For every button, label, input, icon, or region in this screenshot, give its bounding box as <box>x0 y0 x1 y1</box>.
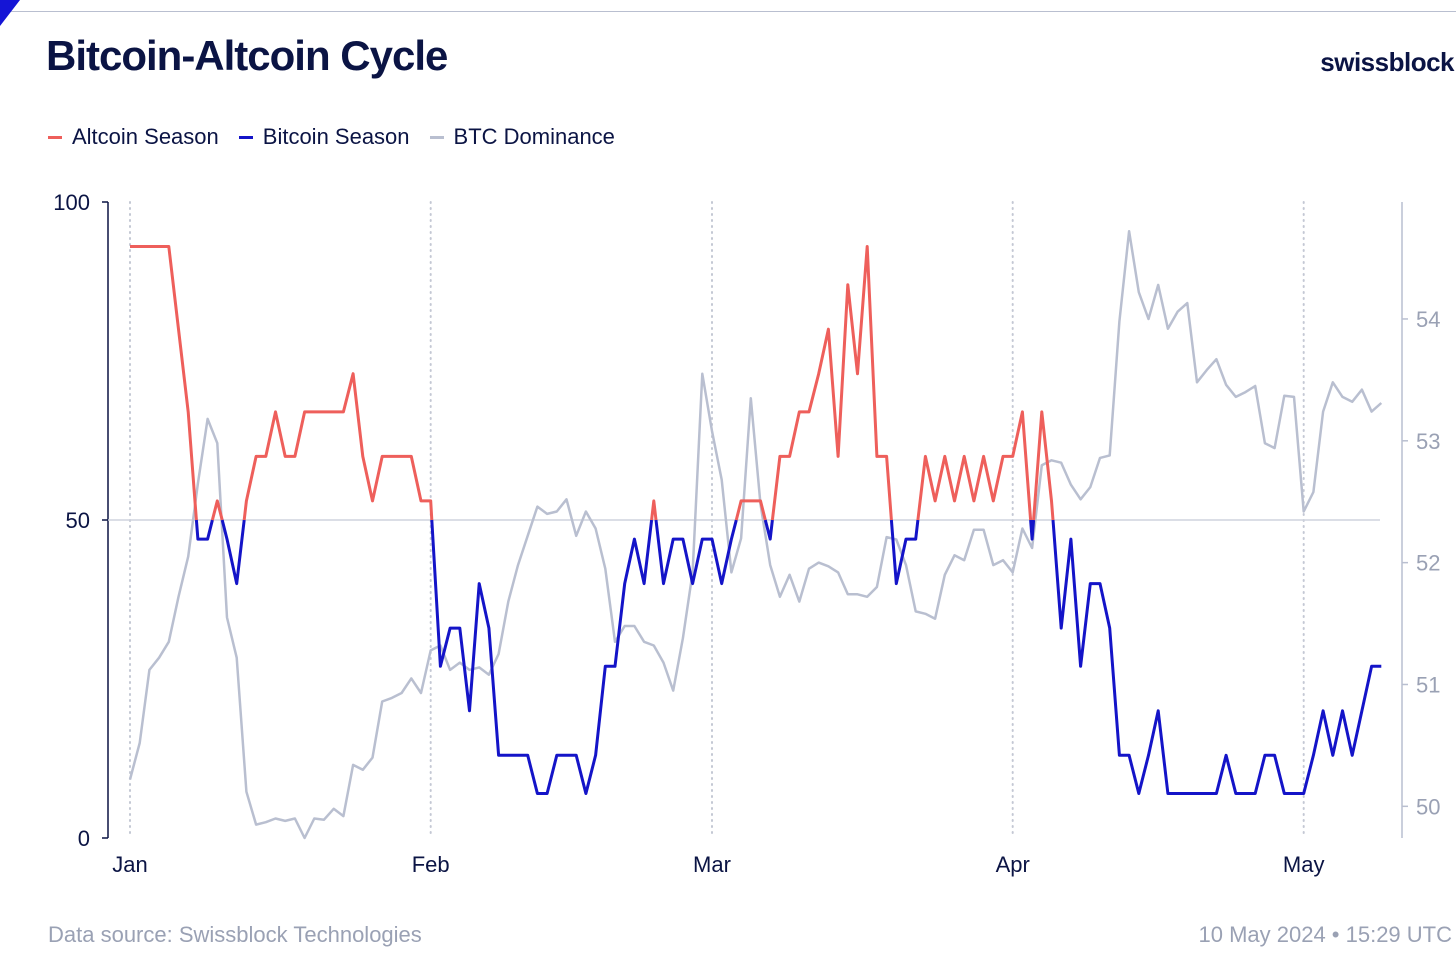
altcoin-season-segment <box>1032 410 1055 521</box>
dominance-series <box>128 229 1383 840</box>
legend-label-dominance: BTC Dominance <box>453 124 615 149</box>
axes <box>102 201 1408 839</box>
x-tick-label: Feb <box>412 852 450 877</box>
corner-accent <box>0 0 20 26</box>
altcoin-season-segment <box>770 245 893 521</box>
x-tick-label: Apr <box>996 852 1030 877</box>
bitcoin-season-segment <box>763 519 774 541</box>
legend-item-bitcoin: Bitcoin Season <box>238 124 410 150</box>
bitcoin-season-segment <box>889 519 920 586</box>
legend-swatch-dominance <box>429 135 444 139</box>
data-source-note: Data source: Swissblock Technologies <box>48 922 422 947</box>
right-tick-label: 51 <box>1416 672 1440 697</box>
bitcoin-season-segment <box>430 519 654 795</box>
legend-item-dominance: BTC Dominance <box>429 124 615 150</box>
legend-label-altcoin: Altcoin Season <box>72 124 219 149</box>
legend: Altcoin Season Bitcoin Season BTC Domina… <box>48 124 615 150</box>
left-tick-label: 100 <box>53 190 90 215</box>
chart-title: Bitcoin-Altcoin Cycle <box>46 32 448 79</box>
left-tick-label: 50 <box>66 508 90 533</box>
bitcoin-season-segment <box>1029 519 1036 541</box>
tick-labels: Jan Feb Mar Apr May 0 50 100 50 51 52 53 54 <box>53 190 1440 877</box>
bitcoin-season-segment <box>220 519 246 586</box>
right-tick-label: 54 <box>1416 307 1440 332</box>
bitcoin-season-segment <box>194 519 214 541</box>
altcoin-season-segment <box>734 499 767 521</box>
right-tick-label: 53 <box>1416 429 1440 454</box>
right-tick-label: 50 <box>1416 794 1440 819</box>
legend-swatch-bitcoin <box>238 135 253 139</box>
brand-logo: swissblock <box>1320 47 1454 77</box>
legend-item-altcoin: Altcoin Season <box>48 124 219 150</box>
top-rule <box>0 11 1456 12</box>
altcoin-season-segment <box>210 499 224 521</box>
x-tick-label: Mar <box>693 852 731 877</box>
altcoin-season-segment <box>916 410 1033 521</box>
altcoin-season-segment <box>130 245 198 521</box>
altcoin-season-segment <box>242 372 434 521</box>
btc-dominance-line <box>128 229 1383 840</box>
bitcoin-season-segment <box>654 519 738 586</box>
left-tick-label: 0 <box>78 826 90 851</box>
cycle-series <box>130 245 1382 795</box>
x-tick-label: May <box>1283 852 1325 877</box>
timestamp-note: 10 May 2024 • 15:29 UTC <box>1198 922 1452 947</box>
bitcoin-season-segment <box>1051 519 1382 795</box>
right-tick-label: 52 <box>1416 551 1440 576</box>
legend-label-bitcoin: Bitcoin Season <box>262 124 410 149</box>
x-tick-label: Jan <box>112 852 147 877</box>
legend-swatch-altcoin <box>48 135 62 139</box>
altcoin-season-segment <box>650 499 658 521</box>
